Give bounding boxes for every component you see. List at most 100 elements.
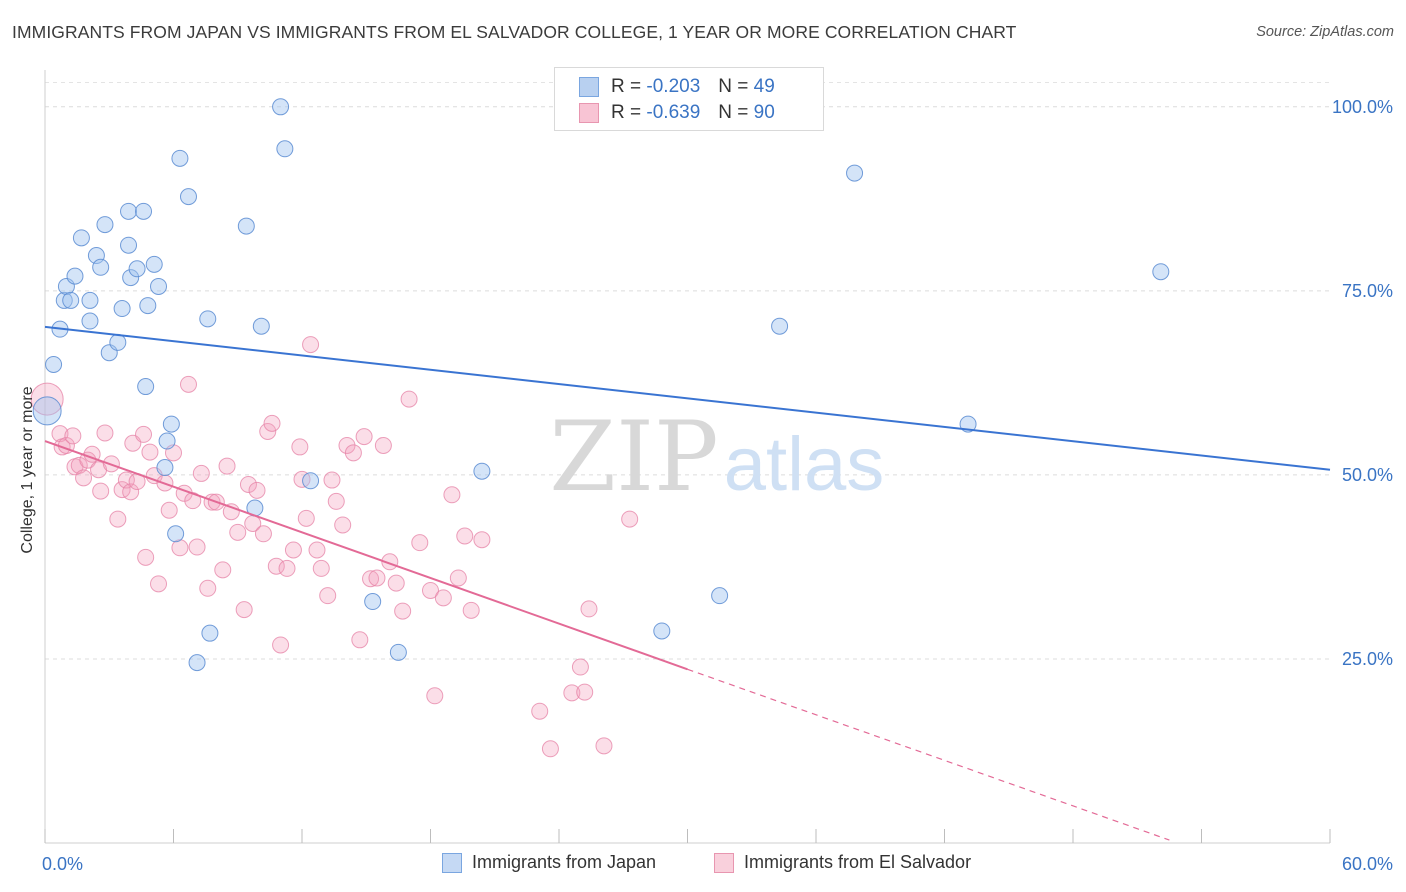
japan-point [66, 267, 84, 285]
bottom-legend-salvador[interactable]: Immigrants from El Salvador [714, 852, 971, 873]
japan-trend-line [44, 325, 1331, 471]
salvador-point [595, 737, 613, 755]
japan-point [139, 297, 157, 315]
salvador-point [443, 486, 461, 504]
salvador-point [387, 574, 405, 592]
salvador-point [473, 531, 491, 549]
salvador-point [323, 471, 341, 489]
salvador-point [400, 390, 418, 408]
legend-swatch-salvador [579, 103, 599, 123]
salvador-point [541, 740, 559, 758]
japan-point [62, 291, 80, 309]
salvador-point [576, 683, 594, 701]
japan-point [389, 643, 407, 661]
japan-point [145, 255, 163, 273]
japan-point [1152, 263, 1170, 281]
salvador-point [580, 600, 598, 618]
salvador-point [297, 509, 315, 527]
japan-point [81, 312, 99, 330]
bottom-legend-swatch-japan [442, 852, 462, 873]
bottom-legend-japan[interactable]: Immigrants from Japan [442, 852, 656, 873]
salvador-points [30, 336, 639, 758]
japan-point [171, 149, 189, 167]
salvador-point [192, 464, 210, 482]
salvador-point [449, 569, 467, 587]
japan-point [179, 188, 197, 206]
legend-r-label: R = [611, 102, 642, 123]
japan-point [55, 291, 73, 309]
salvador-point [218, 457, 236, 475]
salvador-point [293, 470, 311, 488]
salvador-point [362, 570, 380, 588]
japan-point [653, 622, 671, 640]
salvador-point [411, 534, 429, 552]
salvador-point [214, 561, 232, 579]
salvador-point [229, 523, 247, 541]
salvador-point [291, 438, 309, 456]
legend-n-label: N = [718, 102, 749, 123]
japan-point [252, 317, 270, 335]
salvador-point [199, 579, 217, 597]
salvador-point [122, 483, 140, 501]
japan-point [771, 317, 789, 335]
salvador-point [563, 684, 581, 702]
japan-point [158, 432, 176, 450]
japan-point [92, 258, 110, 276]
y-tick-label: 100.0% [1332, 97, 1393, 117]
salvador-trend-line [44, 440, 688, 671]
japan-point [128, 260, 146, 278]
y-tick-label: 50.0% [1342, 465, 1393, 485]
japan-point [302, 472, 320, 490]
japan-point [199, 310, 217, 328]
salvador-point [351, 631, 369, 649]
legend-r-value-salvador: -0.639 [646, 102, 701, 123]
x-tick-label: 0.0% [42, 854, 83, 874]
salvador-point [284, 541, 302, 559]
watermark: ZIP atlas [549, 401, 884, 513]
source-label[interactable]: Source: ZipAtlas.com [1256, 24, 1394, 40]
salvador-point [621, 510, 639, 528]
bottom-legend-swatch-salvador [714, 852, 734, 873]
gridlines [45, 82, 1330, 660]
salvador-point [334, 516, 352, 534]
japan-point [272, 98, 290, 116]
japan-point [711, 587, 729, 605]
salvador-point [141, 443, 159, 461]
legend-r-value-japan: -0.203 [646, 76, 701, 97]
x-tick-labels: 0.0% 60.0% [42, 854, 1393, 874]
salvador-point [160, 501, 178, 519]
salvador-point [30, 382, 64, 416]
japan-points [32, 98, 1170, 672]
salvador-point [96, 424, 114, 442]
japan-point [162, 415, 180, 433]
legend-n-value-salvador: 90 [753, 102, 775, 123]
japan-point [120, 202, 138, 220]
salvador-point [235, 601, 253, 619]
salvador-point [135, 425, 153, 443]
salvador-point [70, 456, 88, 474]
legend-n-value-japan: 49 [753, 76, 775, 97]
salvador-point [64, 427, 82, 445]
salvador-point [267, 557, 285, 575]
trend-lines [44, 325, 1331, 841]
salvador-point [422, 581, 439, 599]
y-tick-label: 25.0% [1342, 649, 1393, 669]
legend-row-japan: R = -0.203 N = 49 [579, 75, 775, 99]
salvador-point [75, 469, 93, 487]
salvador-point [531, 702, 549, 720]
japan-point [188, 654, 206, 672]
salvador-point [319, 587, 337, 605]
salvador-point [302, 336, 320, 354]
watermark-zip: ZIP [549, 401, 718, 513]
salvador-point [259, 422, 277, 440]
salvador-point [344, 444, 362, 462]
legend-row-salvador: R = -0.639 N = 90 [579, 101, 775, 125]
japan-point [109, 333, 127, 351]
salvador-point [92, 482, 110, 500]
japan-point [122, 269, 140, 287]
japan-point [150, 277, 168, 295]
salvador-point [239, 475, 257, 493]
salvador-point [571, 658, 589, 676]
watermark-atlas: atlas [724, 422, 885, 507]
